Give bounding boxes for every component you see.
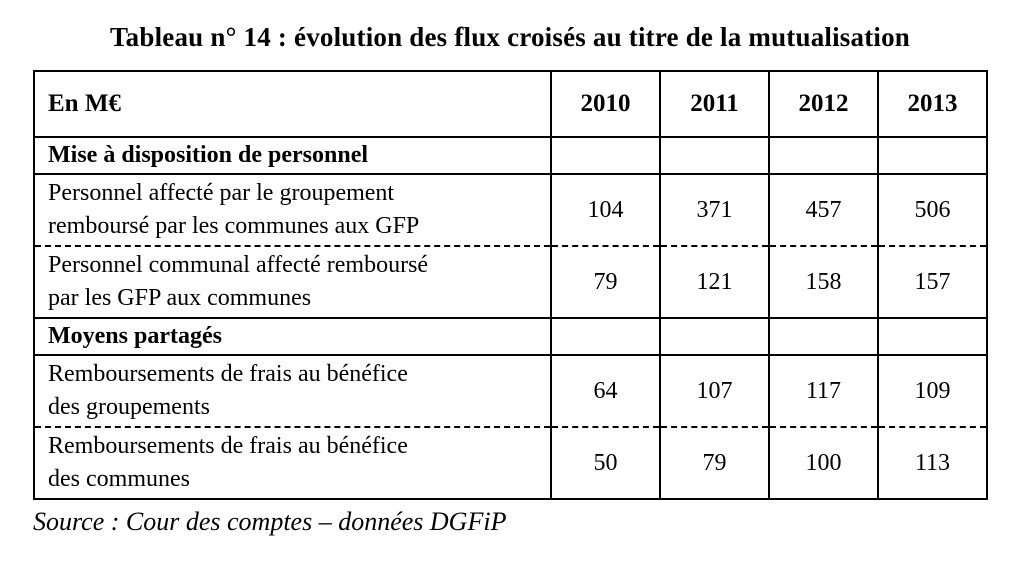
row-label: Remboursements de frais au bénéfice des … <box>34 355 551 428</box>
value-cell: 64 <box>550 355 660 428</box>
year-header-2013: 2013 <box>877 71 987 138</box>
table-row: Remboursements de frais au bénéfice des … <box>34 355 987 428</box>
value-cell <box>550 137 660 175</box>
unit-header-cell: En M€ <box>34 71 551 138</box>
value-cell: 100 <box>768 427 878 499</box>
year-header-2011: 2011 <box>659 71 769 138</box>
value-cell: 79 <box>550 246 660 319</box>
value-cell: 157 <box>877 246 987 319</box>
row-label: Personnel communal affecté remboursé par… <box>34 246 551 319</box>
value-cell: 506 <box>877 174 987 247</box>
flux-croises-table: En M€ 2010 2011 2012 2013 Mise à disposi… <box>33 70 988 500</box>
value-cell: 121 <box>659 246 769 319</box>
table-row: Personnel communal affecté remboursé par… <box>34 246 987 319</box>
table-row: Remboursements de frais au bénéfice des … <box>34 427 987 499</box>
section-row: Mise à disposition de personnel <box>34 137 987 175</box>
row-label: Personnel affecté par le groupement remb… <box>34 174 551 247</box>
row-label: Moyens partagés <box>34 318 551 356</box>
value-cell <box>877 137 987 175</box>
year-header-2012: 2012 <box>768 71 878 138</box>
value-cell: 79 <box>659 427 769 499</box>
value-cell <box>659 318 769 356</box>
document-page: Tableau n° 14 : évolution des flux crois… <box>0 22 1020 566</box>
row-label: Remboursements de frais au bénéfice des … <box>48 432 408 492</box>
value-cell <box>768 318 878 356</box>
section-row: Moyens partagés <box>34 318 987 356</box>
value-cell: 109 <box>877 355 987 428</box>
value-cell: 50 <box>550 427 660 499</box>
value-cell: 371 <box>659 174 769 247</box>
value-cell <box>768 137 878 175</box>
table-row: Personnel affecté par le groupement remb… <box>34 174 987 247</box>
row-label: Mise à disposition de personnel <box>34 137 551 175</box>
value-cell: 113 <box>877 427 987 499</box>
table-title: Tableau n° 14 : évolution des flux crois… <box>109 22 911 52</box>
value-cell: 117 <box>768 355 878 428</box>
table-header-row: En M€ 2010 2011 2012 2013 <box>34 71 987 138</box>
value-cell: 104 <box>550 174 660 247</box>
value-cell: 107 <box>659 355 769 428</box>
value-cell: 158 <box>768 246 878 319</box>
value-cell <box>877 318 987 356</box>
table-body: Mise à disposition de personnel Personnel… <box>34 137 987 499</box>
value-cell <box>659 137 769 175</box>
year-header-2010: 2010 <box>550 71 660 138</box>
value-cell <box>550 318 660 356</box>
source-caption: Source : Cour des comptes – données DGFi… <box>33 507 507 536</box>
value-cell: 457 <box>768 174 878 247</box>
